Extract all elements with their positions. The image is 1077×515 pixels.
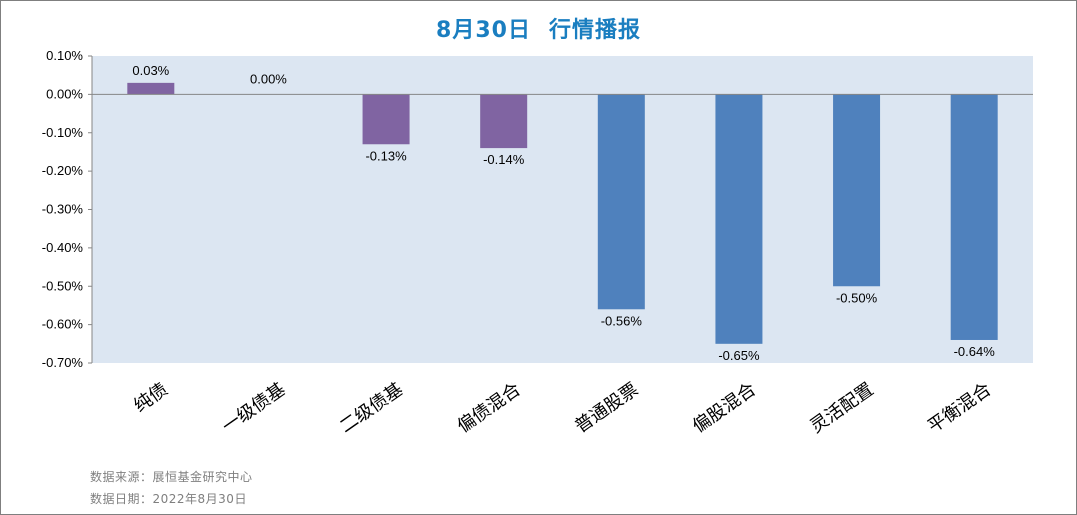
bar <box>833 94 881 287</box>
y-tick-label: 0.10% <box>46 48 83 63</box>
category-label: 平衡混合 <box>924 379 995 437</box>
y-tick-label: -0.50% <box>42 278 84 293</box>
y-tick-label: -0.40% <box>42 240 84 255</box>
category-label: 二级债基 <box>336 379 407 437</box>
footer-date: 数据日期：2022年8月30日 <box>90 492 247 506</box>
category-label: 一级债基 <box>218 379 289 437</box>
category-label: 纯债 <box>130 379 172 417</box>
data-label: -0.65% <box>718 348 760 363</box>
bar <box>950 94 998 340</box>
y-tick-label: 0.00% <box>46 86 83 101</box>
category-label: 偏债混合 <box>454 379 525 437</box>
bar <box>715 94 763 344</box>
category-label: 灵活配置 <box>806 379 877 437</box>
bar <box>480 94 528 149</box>
data-label: -0.13% <box>365 148 407 163</box>
y-tick-label: -0.60% <box>42 317 84 332</box>
y-tick-label: -0.30% <box>42 202 84 217</box>
data-label: -0.14% <box>483 152 525 167</box>
y-tick-label: -0.20% <box>42 163 84 178</box>
chart-title: 8月30日 行情播报 <box>0 12 1077 44</box>
bar <box>362 94 410 145</box>
title-date: 8月30日 <box>436 18 531 43</box>
data-label: 0.03% <box>132 63 169 78</box>
bar <box>597 94 645 310</box>
category-label: 偏股混合 <box>689 379 760 437</box>
data-label: -0.64% <box>954 344 996 359</box>
plot-area <box>92 56 1033 363</box>
data-label: -0.56% <box>601 313 643 328</box>
title-text: 行情播报 <box>548 18 641 43</box>
data-label: -0.50% <box>836 290 878 305</box>
footer-source: 数据来源：展恒基金研究中心 <box>90 470 253 484</box>
category-label: 普通股票 <box>571 379 642 437</box>
y-tick-label: -0.10% <box>42 125 84 140</box>
bar <box>127 82 175 95</box>
data-label: 0.00% <box>250 71 287 86</box>
y-tick-label: -0.70% <box>42 355 84 370</box>
